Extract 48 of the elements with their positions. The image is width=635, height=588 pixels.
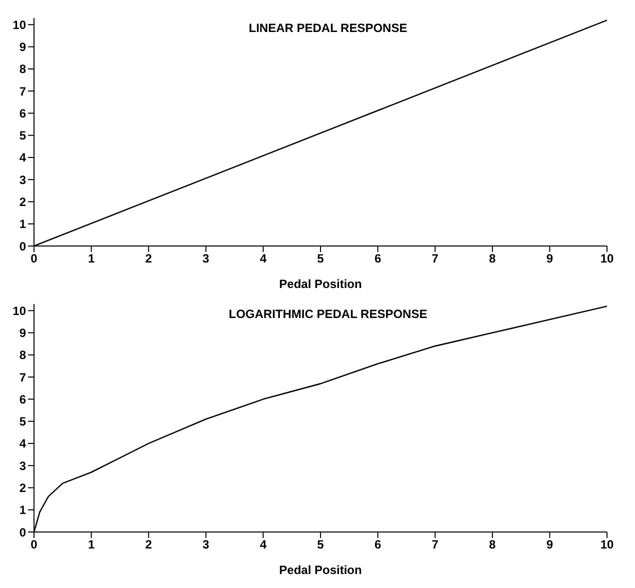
x-tick-label: 6 bbox=[374, 538, 382, 552]
x-tick-label: 4 bbox=[260, 252, 267, 266]
x-tick-label: 8 bbox=[489, 538, 496, 552]
x-axis-title: Pedal Position bbox=[279, 563, 362, 577]
y-tick-label: 6 bbox=[19, 106, 26, 120]
x-tick-label: 4 bbox=[260, 538, 267, 552]
y-tick-label: 4 bbox=[19, 436, 26, 451]
y-tick-label: 4 bbox=[19, 150, 26, 165]
x-tick-label: 2 bbox=[145, 538, 152, 552]
y-tick-label: 5 bbox=[19, 128, 26, 143]
x-axis-title: Pedal Position bbox=[279, 277, 362, 291]
y-tick-label: 7 bbox=[19, 370, 26, 384]
y-tick-label: 7 bbox=[19, 84, 26, 98]
y-tick-label: 2 bbox=[19, 194, 26, 209]
y-tick-label: 1 bbox=[19, 503, 26, 518]
y-tick-label: 0 bbox=[19, 239, 26, 254]
x-tick-label: 0 bbox=[30, 538, 38, 552]
x-tick-label: 5 bbox=[317, 252, 324, 266]
y-tick-label: 10 bbox=[12, 304, 26, 318]
x-tick-label: 7 bbox=[432, 538, 439, 552]
y-tick-label: 0 bbox=[19, 525, 26, 540]
x-tick-label: 1 bbox=[88, 252, 95, 266]
y-tick-label: 8 bbox=[19, 348, 26, 362]
x-tick-label: 2 bbox=[145, 252, 152, 266]
chart-title: LINEAR PEDAL RESPONSE bbox=[248, 21, 408, 35]
x-tick-label: 1 bbox=[88, 538, 95, 552]
x-tick-label: 3 bbox=[202, 252, 210, 266]
x-tick-label: 7 bbox=[432, 252, 439, 266]
y-tick-label: 10 bbox=[12, 18, 26, 32]
y-tick-label: 6 bbox=[19, 392, 26, 406]
chart-title: LOGARITHMIC PEDAL RESPONSE bbox=[228, 307, 428, 321]
y-tick-label: 1 bbox=[19, 217, 26, 232]
x-tick-label: 5 bbox=[317, 538, 324, 552]
y-tick-label: 2 bbox=[19, 480, 26, 495]
y-tick-label: 9 bbox=[19, 40, 26, 54]
x-tick-label: 10 bbox=[600, 538, 614, 552]
x-tick-label: 6 bbox=[374, 252, 382, 266]
y-tick-label: 3 bbox=[19, 458, 26, 473]
x-tick-label: 8 bbox=[489, 252, 496, 266]
x-tick-label: 3 bbox=[202, 538, 210, 552]
y-tick-label: 9 bbox=[19, 326, 26, 340]
x-tick-label: 9 bbox=[546, 252, 554, 266]
x-tick-label: 10 bbox=[600, 252, 614, 266]
x-tick-label: 9 bbox=[546, 538, 554, 552]
x-tick-label: 0 bbox=[30, 252, 38, 266]
y-tick-label: 3 bbox=[19, 172, 26, 187]
y-tick-label: 5 bbox=[19, 414, 26, 429]
y-tick-label: 8 bbox=[19, 62, 26, 76]
